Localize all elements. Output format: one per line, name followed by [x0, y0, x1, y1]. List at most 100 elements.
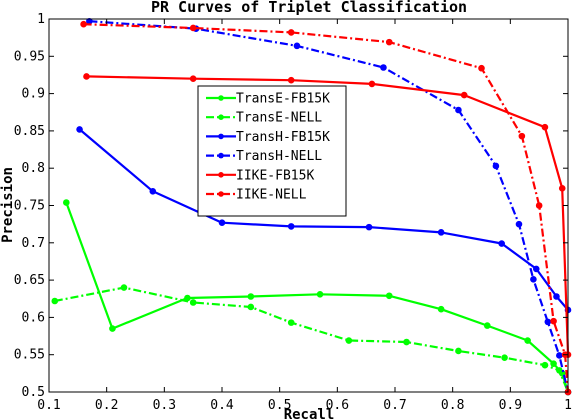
- x-tick-label: 0.4: [210, 398, 234, 413]
- y-tick-label: 0.8: [22, 161, 45, 176]
- data-point: [287, 76, 295, 84]
- data-point: [558, 185, 566, 192]
- data-point: [385, 38, 393, 46]
- legend-marker: [218, 95, 224, 101]
- data-point: [149, 188, 157, 195]
- legend-marker: [218, 133, 224, 140]
- y-tick-label: 0.9: [22, 87, 45, 102]
- data-point: [524, 337, 531, 344]
- x-axis-label: Recall: [284, 407, 335, 420]
- data-point: [109, 325, 116, 332]
- data-point: [550, 360, 557, 367]
- data-point: [247, 293, 255, 300]
- y-axis-label: Precision: [0, 167, 16, 243]
- data-point: [80, 20, 87, 28]
- legend-item: TransH-NELL: [206, 149, 322, 164]
- data-point: [403, 338, 410, 346]
- y-tick-label: 0.95: [14, 49, 45, 64]
- legend-marker: [218, 172, 224, 178]
- legend-label: IIKE-NELL: [236, 188, 307, 203]
- y-tick-label: 0.75: [14, 199, 45, 214]
- data-point: [293, 42, 301, 50]
- data-point: [541, 361, 549, 369]
- data-point: [76, 126, 83, 133]
- legend-item: IIKE-FB15K: [206, 168, 314, 183]
- data-point: [530, 276, 537, 283]
- data-point: [437, 229, 445, 236]
- legend: TransE-FB15K TransE-NELL TransH-FB15K Trans…: [197, 85, 347, 217]
- data-point: [501, 354, 508, 361]
- series-layer: [51, 17, 572, 396]
- series-line: [86, 75, 570, 355]
- data-point: [544, 318, 552, 326]
- legend-item: TransE-FB15K: [206, 92, 330, 107]
- data-point: [460, 91, 468, 99]
- legend-label: TransH-NELL: [236, 149, 322, 164]
- data-point: [83, 73, 90, 80]
- series-iike-fb15k: [83, 73, 572, 359]
- data-point: [345, 337, 353, 344]
- chart-title: PR Curves of Triplet Classification: [151, 0, 467, 16]
- legend-item: IIKE-NELL: [206, 188, 307, 203]
- x-tick-label: 0.9: [499, 398, 522, 413]
- legend-marker: [218, 191, 224, 197]
- y-tick-label: 0.85: [14, 124, 45, 139]
- x-tick-label: 0.2: [95, 398, 118, 413]
- data-point: [437, 305, 445, 313]
- data-point: [550, 317, 557, 325]
- data-point: [518, 132, 526, 140]
- data-point: [455, 347, 462, 355]
- y-tick-label: 0.55: [14, 348, 45, 363]
- data-point: [492, 162, 500, 170]
- x-tick-label: 1: [564, 398, 572, 413]
- data-point: [532, 265, 540, 273]
- data-point: [189, 75, 197, 82]
- data-point: [368, 80, 376, 88]
- data-point: [385, 292, 393, 300]
- legend-label: IIKE-FB15K: [236, 168, 314, 183]
- data-point: [515, 220, 523, 228]
- data-point: [498, 240, 505, 247]
- data-point: [483, 322, 491, 329]
- x-tick-label: 0.5: [268, 398, 291, 413]
- legend-item: TransH-FB15K: [206, 130, 330, 145]
- x-tick-label: 0.3: [153, 398, 176, 413]
- legend-label: TransE-NELL: [236, 111, 322, 126]
- x-tick-label: 0.6: [326, 398, 349, 413]
- data-point: [556, 352, 563, 359]
- data-point: [247, 303, 255, 311]
- data-point: [316, 290, 324, 298]
- data-point: [380, 64, 387, 71]
- data-point: [478, 64, 485, 72]
- data-point: [287, 319, 295, 326]
- data-point: [541, 123, 549, 131]
- y-tick-label: 0.7: [22, 236, 45, 251]
- y-tick-label: 0.65: [14, 273, 45, 288]
- series-transh-fb15k: [76, 126, 572, 314]
- legend-marker: [218, 114, 224, 120]
- y-tick-label: 0.6: [22, 310, 45, 325]
- data-point: [189, 24, 197, 32]
- data-point: [535, 202, 543, 209]
- x-tick-label: 0.7: [383, 398, 406, 413]
- data-point: [218, 219, 226, 226]
- data-point: [455, 106, 462, 114]
- data-point: [51, 297, 59, 305]
- ticks-layer: 0.1 0.2 0.3 0.4 0.5 0.6 0.7 0.8 0.9 1 0.5 0.55 0.6 0.…: [14, 12, 572, 413]
- data-point: [556, 367, 563, 374]
- data-point: [63, 199, 70, 206]
- data-point: [553, 293, 560, 300]
- legend-label: TransE-FB15K: [236, 92, 330, 107]
- series-line: [78, 128, 569, 311]
- legend-marker: [218, 152, 224, 159]
- legend-label: TransH-FB15K: [236, 130, 330, 145]
- data-point: [287, 223, 295, 230]
- y-tick-label: 1: [37, 12, 45, 27]
- series-iike-nell: [80, 20, 572, 396]
- data-point: [120, 284, 128, 291]
- x-tick-label: 0.8: [441, 398, 464, 413]
- y-tick-label: 0.5: [22, 385, 45, 400]
- data-point: [189, 299, 197, 306]
- data-point: [287, 29, 295, 36]
